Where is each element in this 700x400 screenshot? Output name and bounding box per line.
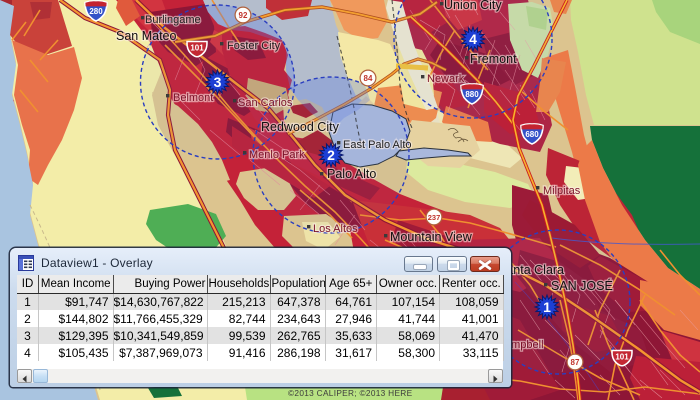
svg-text:©2013 CALIPER; ©2013 HERE: ©2013 CALIPER; ©2013 HERE <box>288 388 413 398</box>
svg-text:101: 101 <box>190 44 204 53</box>
svg-text:2: 2 <box>327 147 335 163</box>
svg-text:Redwood City: Redwood City <box>261 120 340 134</box>
svg-text:Menlo Park: Menlo Park <box>249 149 305 161</box>
svg-text:680: 680 <box>525 130 539 139</box>
svg-text:4: 4 <box>469 31 477 47</box>
svg-text:Fremont: Fremont <box>470 52 517 66</box>
svg-text:237: 237 <box>428 213 441 222</box>
svg-text:Burlingame: Burlingame <box>145 14 201 26</box>
svg-text:84: 84 <box>364 74 373 83</box>
svg-text:Foster City: Foster City <box>227 40 281 52</box>
svg-text:Newark: Newark <box>427 73 465 85</box>
svg-text:Mountain View: Mountain View <box>390 230 473 244</box>
svg-text:San Carlos: San Carlos <box>238 97 293 109</box>
svg-text:San Mateo: San Mateo <box>116 29 177 43</box>
svg-text:92: 92 <box>239 11 248 20</box>
svg-text:880: 880 <box>465 90 479 99</box>
svg-text:East Palo Alto: East Palo Alto <box>343 139 412 151</box>
svg-text:3: 3 <box>214 74 222 90</box>
svg-text:ampbell: ampbell <box>505 339 544 351</box>
svg-text:Santa Clara: Santa Clara <box>498 263 564 277</box>
svg-text:SAN JOSÉ: SAN JOSÉ <box>551 278 613 293</box>
svg-text:Los Altos: Los Altos <box>313 223 358 235</box>
svg-text:101: 101 <box>615 353 629 362</box>
svg-text:1: 1 <box>543 299 551 315</box>
svg-text:87: 87 <box>571 358 580 367</box>
svg-text:Milpitas: Milpitas <box>543 185 581 197</box>
svg-text:Belmont: Belmont <box>173 92 213 104</box>
svg-text:Union City: Union City <box>444 0 502 12</box>
svg-text:Palo Alto: Palo Alto <box>327 167 376 181</box>
svg-text:280: 280 <box>89 7 103 16</box>
